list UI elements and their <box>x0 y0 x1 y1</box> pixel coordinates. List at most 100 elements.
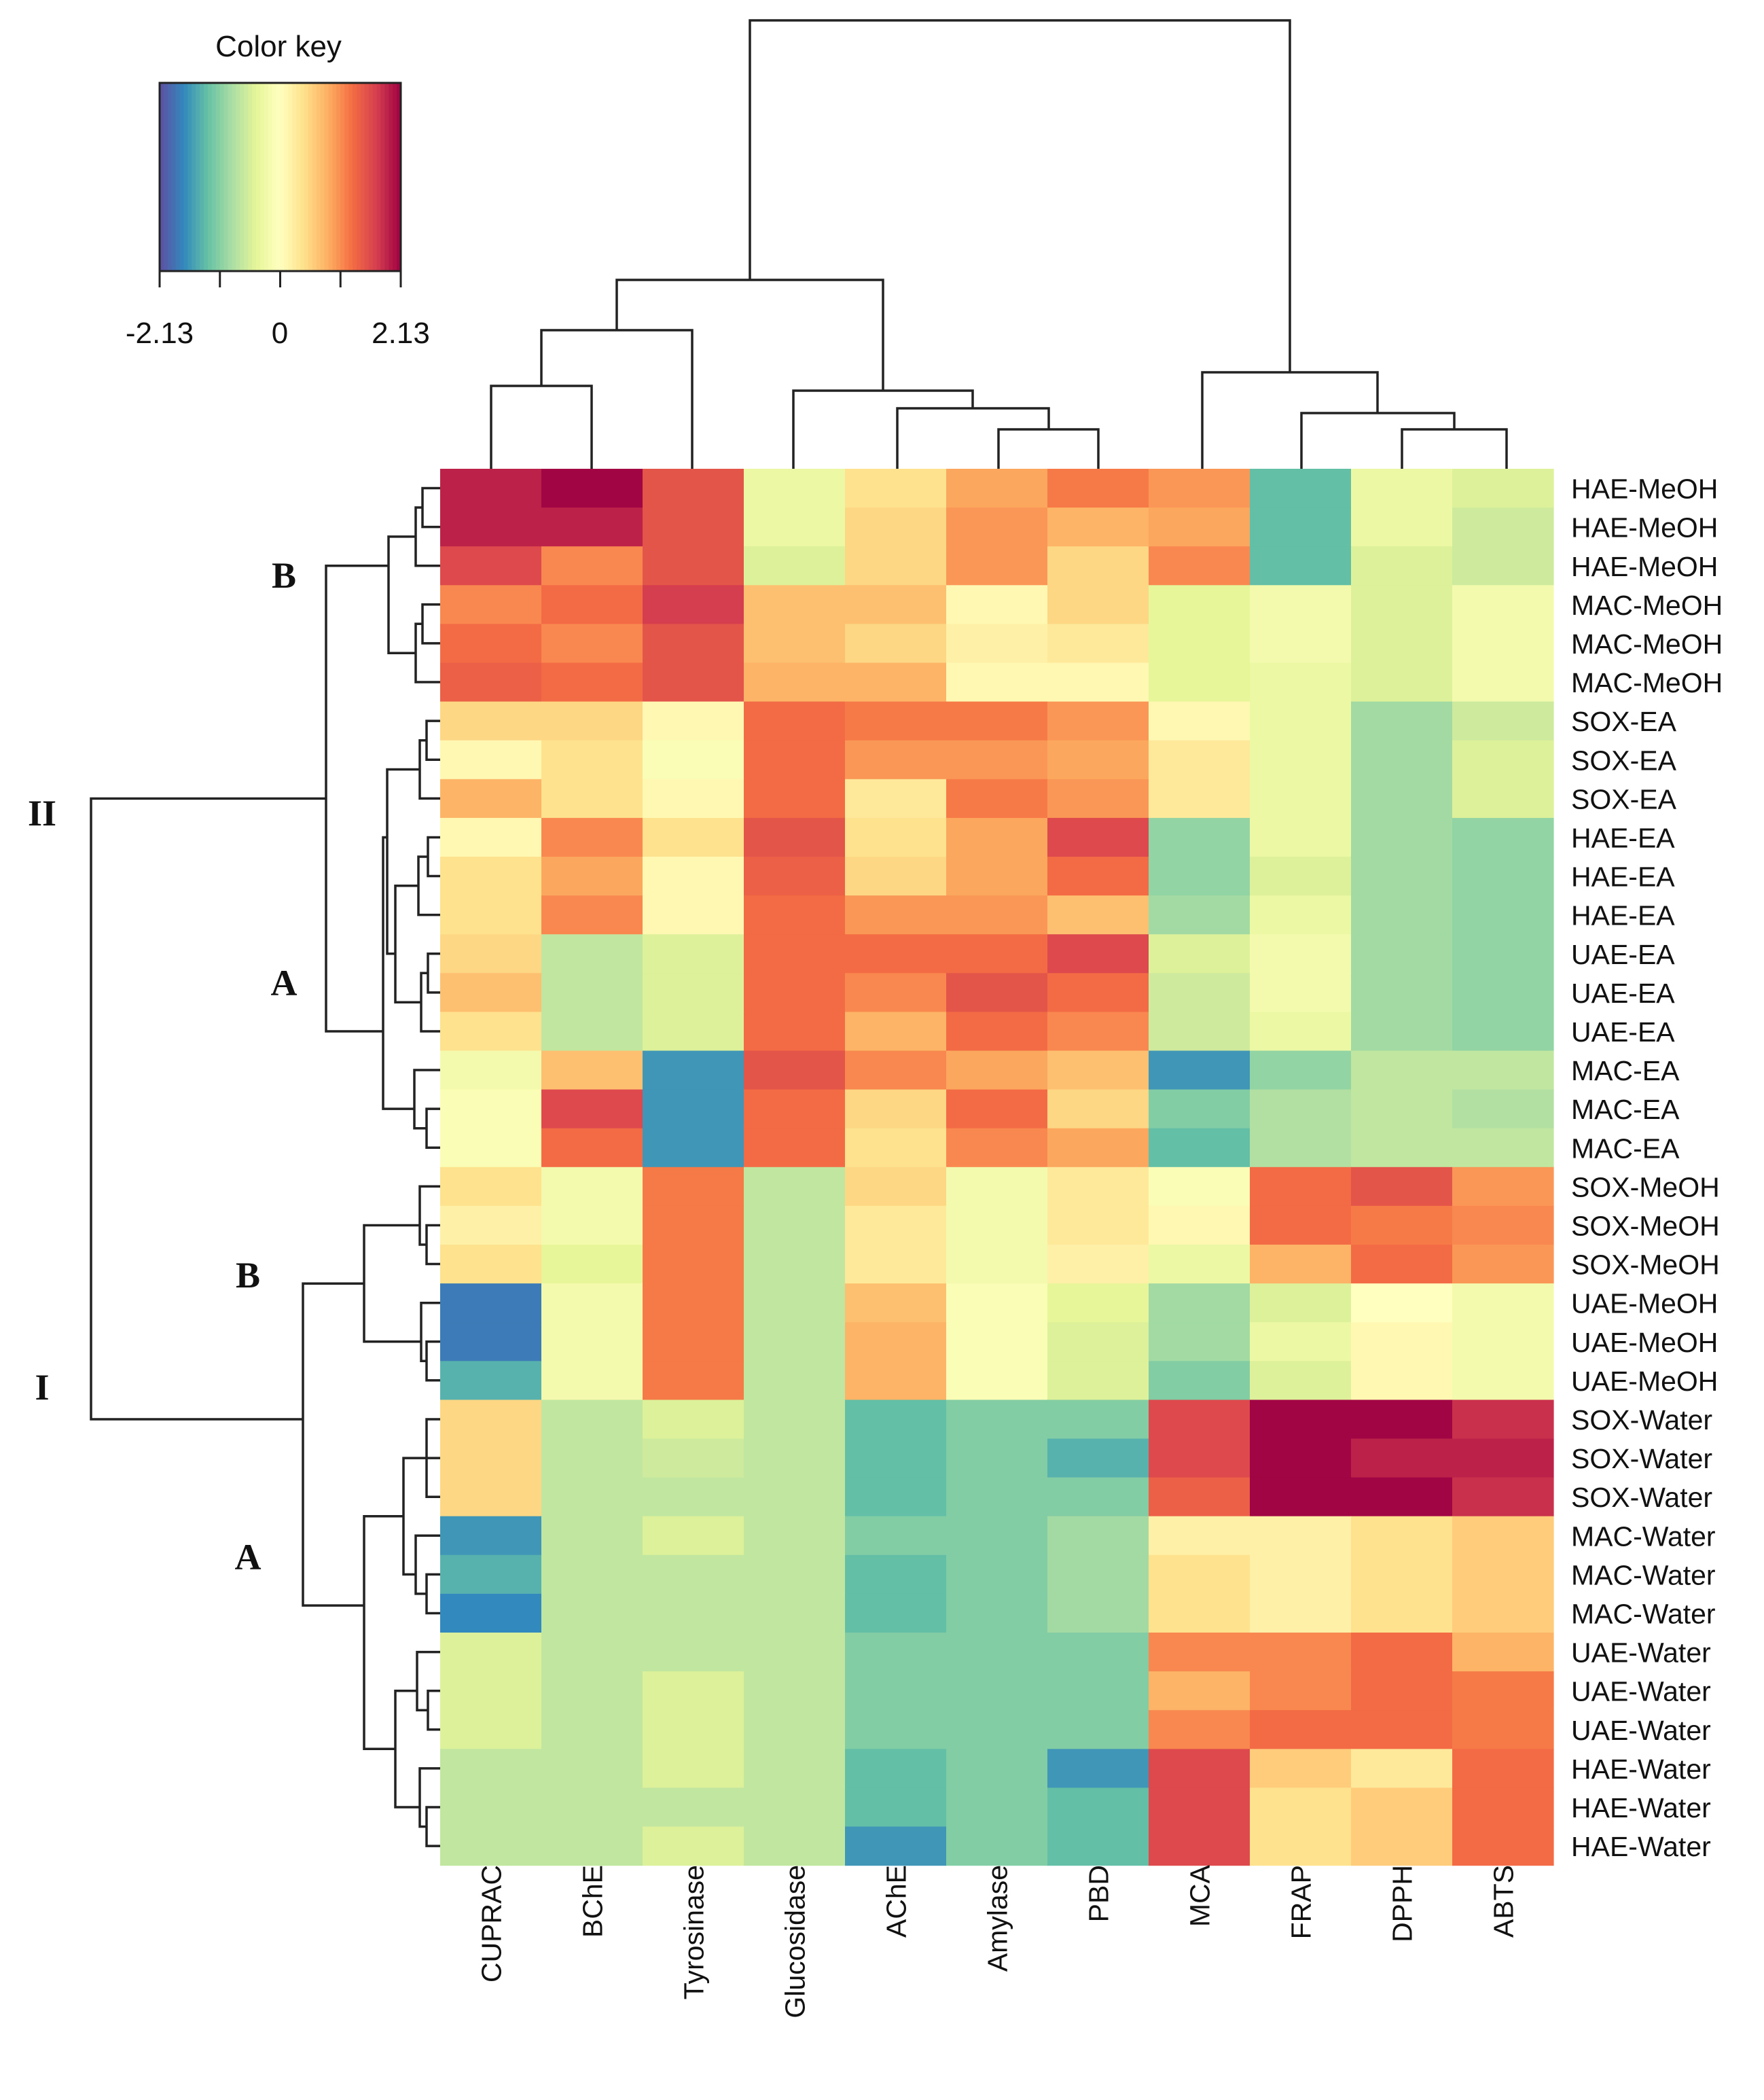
heatmap-cell <box>946 895 1048 935</box>
cluster-label: A <box>271 963 298 1003</box>
heatmap-cell <box>946 973 1048 1012</box>
heatmap-cell <box>643 973 744 1012</box>
heatmap-cell <box>440 1012 542 1052</box>
heatmap-cell <box>845 1516 947 1556</box>
heatmap-cell <box>541 1128 643 1168</box>
heatmap-cell <box>440 585 542 624</box>
heatmap-cell <box>1452 1283 1554 1323</box>
heatmap-cell <box>643 895 744 935</box>
color-key-swatch <box>340 83 345 271</box>
heatmap-cell <box>1149 857 1250 896</box>
heatmap-cell <box>541 1438 643 1478</box>
heatmap-cell <box>1149 1089 1250 1129</box>
heatmap-cell <box>1250 740 1352 780</box>
row-dendrogram <box>90 486 440 1847</box>
heatmap-cell <box>541 469 643 508</box>
heatmap-cell <box>1047 1167 1149 1207</box>
heatmap-cell <box>946 1826 1048 1866</box>
heatmap-cell <box>440 817 542 857</box>
heatmap-cell <box>1250 701 1352 741</box>
row-label: UAE-Water <box>1571 1637 1711 1669</box>
heatmap-cell <box>1149 1710 1250 1749</box>
color-key-swatch <box>196 83 200 271</box>
row-dendrogram-branch <box>425 1340 440 1382</box>
heatmap-cell <box>1047 1516 1149 1556</box>
row-label: MAC-MeOH <box>1571 590 1723 621</box>
heatmap-cell <box>440 740 542 780</box>
heatmap-cell <box>440 1633 542 1672</box>
heatmap-cell <box>541 585 643 624</box>
heatmap-cell <box>541 857 643 896</box>
column-dendrogram-branch <box>1300 412 1456 469</box>
heatmap-cell <box>541 1826 643 1866</box>
color-key-swatch <box>200 83 204 271</box>
heatmap-cell <box>1149 1322 1250 1362</box>
heatmap-cell <box>440 469 542 508</box>
heatmap-cell <box>440 1128 542 1168</box>
heatmap-cell <box>1047 1593 1149 1633</box>
color-key: Color key -2.13 0 2.13 <box>126 30 430 350</box>
heatmap-cell <box>541 1050 643 1090</box>
color-key-swatch <box>268 83 273 271</box>
heatmap-cell <box>1452 1593 1554 1633</box>
heatmap-cell <box>643 1245 744 1284</box>
heatmap-cell <box>1149 895 1250 935</box>
heatmap-cell <box>946 1400 1048 1440</box>
heatmap-cell <box>1149 973 1250 1012</box>
heatmap-cell <box>1351 817 1453 857</box>
heatmap-cell <box>1047 1710 1149 1749</box>
heatmap-cell <box>1149 1167 1250 1207</box>
heatmap-cell <box>1250 1671 1352 1711</box>
row-dendrogram-branch <box>382 836 414 1110</box>
row-dendrogram-branch <box>363 1515 403 1751</box>
heatmap-cell <box>1452 1710 1554 1749</box>
row-label: SOX-MeOH <box>1571 1211 1720 1242</box>
column-dendrogram-branch <box>792 389 974 469</box>
heatmap-cell <box>440 701 542 741</box>
color-key-swatch <box>284 83 289 271</box>
heatmap-cell <box>845 1089 947 1129</box>
column-dendrogram-branch <box>1401 428 1508 469</box>
row-dendrogram-branch <box>427 953 440 994</box>
color-key-swatch <box>296 83 301 271</box>
heatmap-cell <box>744 701 846 741</box>
row-label: HAE-EA <box>1571 900 1675 931</box>
row-dendrogram-branch <box>418 1185 440 1246</box>
heatmap-cell <box>744 1633 846 1672</box>
heatmap-cell <box>1149 817 1250 857</box>
heatmap-cell <box>845 624 947 664</box>
column-dendrogram-branch <box>490 385 593 469</box>
heatmap-cell <box>744 1012 846 1052</box>
heatmap-cell <box>643 508 744 547</box>
heatmap-cell <box>541 779 643 819</box>
heatmap-cell <box>744 1322 846 1362</box>
heatmap-cell <box>744 1438 846 1478</box>
row-dendrogram-branch <box>425 1107 440 1150</box>
heatmap-cell <box>1452 817 1554 857</box>
heatmap-cell <box>541 1167 643 1207</box>
heatmap-cell <box>845 895 947 935</box>
heatmap-cell <box>1351 1012 1453 1052</box>
heatmap-cell <box>1351 1245 1453 1284</box>
color-key-swatch <box>264 83 269 271</box>
color-key-swatch <box>259 83 265 271</box>
heatmap-cell <box>946 1477 1048 1517</box>
heatmap-cell <box>1047 1633 1149 1672</box>
heatmap-cell <box>1452 546 1554 586</box>
row-dendrogram-branch <box>414 1534 440 1595</box>
heatmap-cell <box>1149 1554 1250 1595</box>
heatmap-cell <box>744 1593 846 1633</box>
heatmap-cell <box>541 1749 643 1788</box>
heatmap-cell <box>1351 973 1453 1012</box>
heatmap-cell <box>541 1205 643 1245</box>
heatmap-cell <box>845 1012 947 1052</box>
heatmap-cell <box>1250 469 1352 508</box>
heatmap-cell <box>440 857 542 896</box>
heatmap-cell <box>946 1167 1048 1207</box>
heatmap-cell <box>1250 662 1352 702</box>
row-dendrogram-branch <box>363 1224 421 1343</box>
color-key-swatch <box>204 83 209 271</box>
heatmap-cell <box>541 1671 643 1711</box>
heatmap-cell <box>541 1322 643 1362</box>
